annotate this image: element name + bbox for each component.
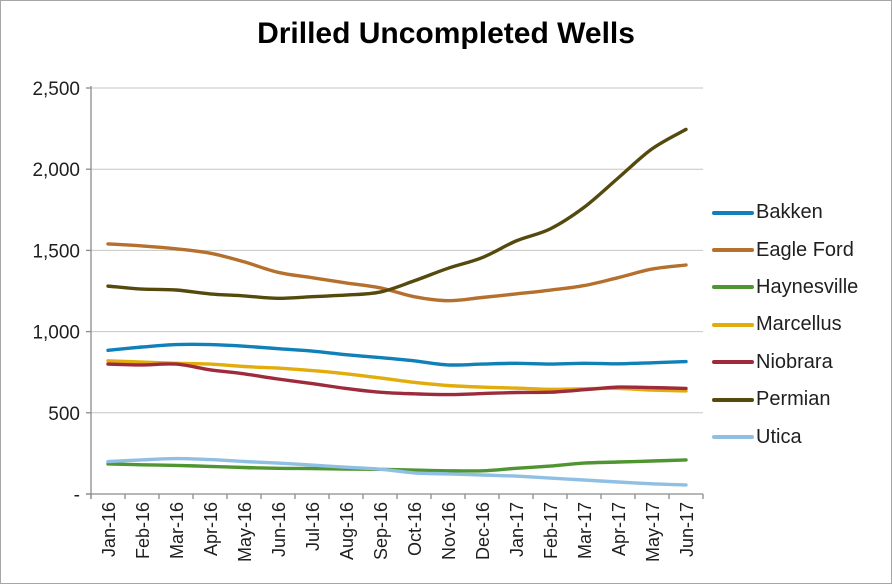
x-axis-label: Apr-16 [201,502,221,556]
legend-item-eagle-ford: Eagle Ford [712,231,858,268]
legend-label: Haynesville [756,275,859,298]
y-axis-label: 2,000 [32,160,80,181]
legend-swatch [712,248,754,253]
series-line-permian [106,127,688,301]
legend-label: Utica [756,425,802,448]
y-axis-label: 2,500 [32,79,80,100]
x-axis-label: Sep-16 [371,502,391,560]
x-axis-label: Feb-16 [133,502,153,559]
x-axis-label: Jun-17 [677,502,697,557]
legend: Bakken Eagle Ford Haynesville Marcellus Niob… [712,194,858,456]
series-line-utica [106,456,688,487]
legend-item-utica: Utica [712,418,858,455]
legend-swatch [712,285,754,290]
x-axis-label: Oct-16 [405,502,425,556]
y-axis-label: 1,500 [32,241,80,262]
x-axis-label: Nov-16 [439,502,459,560]
chart-title: Drilled Uncompleted Wells [257,17,635,50]
legend-swatch [712,435,754,440]
legend-label: Eagle Ford [756,238,854,261]
legend-label: Bakken [756,201,823,224]
x-axis-label: Dec-16 [473,502,493,560]
x-axis-label: Mar-17 [575,502,595,559]
y-axis-label: 500 [48,404,80,425]
x-axis-label: Jan-17 [507,502,527,557]
x-axis-label: Mar-16 [167,502,187,559]
legend-swatch [712,322,754,327]
series-line-haynesville [106,458,688,473]
x-axis-label: Jun-16 [269,502,289,557]
legend-item-permian: Permian [712,381,858,418]
legend-swatch [712,210,754,215]
x-axis-label: Jul-16 [303,502,323,551]
x-axis-label: Jan-16 [99,502,119,557]
x-axis-label: May-16 [235,502,255,562]
legend-label: Permian [756,388,831,411]
series-line-eagle-ford [106,242,688,303]
x-axis-label: May-17 [643,502,663,562]
series-line-niobrara [106,362,688,397]
legend-swatch [712,397,754,402]
legend-label: Marcellus [756,313,842,336]
y-axis-label: - [74,485,80,506]
legend-item-haynesville: Haynesville [712,269,858,306]
x-axis-label: Aug-16 [337,502,357,560]
series-line-bakken [106,342,688,367]
x-axis-label: Feb-17 [541,502,561,559]
legend-swatch [712,360,754,365]
legend-item-niobrara: Niobrara [712,344,858,381]
legend-item-marcellus: Marcellus [712,306,858,343]
y-axis-label: 1,000 [32,323,80,344]
x-axis-label: Apr-17 [609,502,629,556]
legend-item-bakken: Bakken [712,194,858,231]
legend-label: Niobrara [756,350,833,373]
